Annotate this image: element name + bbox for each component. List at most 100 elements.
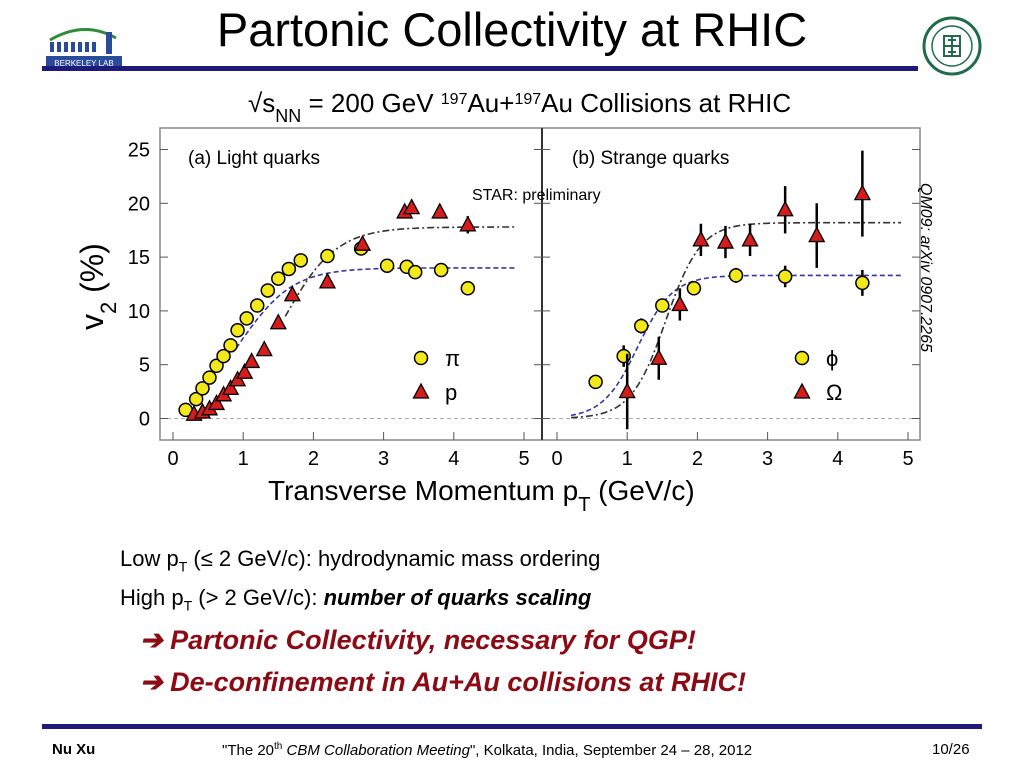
footer-conference: "The 20th CBM Collaboration Meeting", Ko… xyxy=(222,741,753,759)
data-point-π xyxy=(230,323,245,338)
data-point-π xyxy=(271,271,286,286)
summary-line-low-pt: Low pT (≤ 2 GeV/c): hydrodynamic mass or… xyxy=(120,546,601,575)
data-point-ϕ xyxy=(855,275,870,291)
plot-frame xyxy=(159,127,921,441)
panel-title: (a) Light quarks xyxy=(188,148,320,169)
star-preliminary-label: STAR: preliminary xyxy=(472,187,601,204)
summary-line-high-pt: High pT (> 2 GeV/c): number of quarks sc… xyxy=(120,585,592,614)
data-point-ϕ xyxy=(686,281,702,296)
footer-author: Nu Xu xyxy=(52,741,96,758)
y-axis-label: v2 (%) xyxy=(74,243,121,330)
fit-curve-ϕ xyxy=(570,274,901,417)
data-point-Ω xyxy=(808,226,826,243)
data-point-π xyxy=(223,338,238,353)
fit-curve-π xyxy=(235,267,517,349)
conclusion-deconfinement: ➔ De-confinement in Au+Au collisions at … xyxy=(140,667,746,697)
data-point-π xyxy=(433,262,449,278)
x-tick-label: 5 xyxy=(902,448,913,470)
x-tick-label: 3 xyxy=(378,448,389,470)
y-tick-label: 10 xyxy=(128,301,150,323)
fit-curve-p xyxy=(284,226,517,317)
data-point-π xyxy=(281,261,297,277)
data-point-p xyxy=(207,394,226,411)
legend-marker-π xyxy=(413,350,429,366)
legend-label-p: p xyxy=(445,380,457,405)
data-point-π xyxy=(460,281,476,296)
title-underline xyxy=(42,66,918,71)
legend-label-π: π xyxy=(445,346,460,371)
footer-rule xyxy=(42,724,982,729)
data-point-p xyxy=(431,202,449,219)
y-tick-label: 20 xyxy=(128,193,150,215)
data-point-π xyxy=(195,381,210,396)
data-point-Ω xyxy=(716,232,735,249)
data-point-p xyxy=(221,378,240,396)
x-tick-label: 3 xyxy=(762,448,773,470)
slide-title: Partonic Collectivity at RHIC xyxy=(216,3,808,56)
data-point-π xyxy=(293,253,309,268)
data-point-p xyxy=(403,198,421,215)
data-point-π xyxy=(188,391,204,407)
y-tick-label: 25 xyxy=(128,140,150,162)
x-tick-label: 4 xyxy=(832,448,843,470)
data-point-ϕ xyxy=(655,298,670,313)
data-point-Ω xyxy=(692,230,710,247)
data-point-Ω xyxy=(741,230,759,247)
data-point-π xyxy=(260,283,276,298)
data-point-ϕ xyxy=(728,268,744,283)
legend-marker-p xyxy=(412,382,430,399)
legend-label-ϕ: ϕ xyxy=(826,346,838,371)
data-point-p xyxy=(283,285,301,302)
data-point-p xyxy=(236,362,254,379)
x-tick-label: 1 xyxy=(622,448,633,470)
data-point-Ω xyxy=(650,348,668,365)
x-tick-label: 0 xyxy=(167,448,178,470)
x-tick-label: 5 xyxy=(518,448,529,470)
chart-title: √sNN = 200 GeV 197Au+197Au Collisions at… xyxy=(248,88,791,126)
data-point-Ω xyxy=(618,382,636,399)
data-point-π xyxy=(407,264,423,280)
x-tick-label: 0 xyxy=(551,448,562,470)
x-tick-label: 2 xyxy=(692,448,703,470)
x-tick-label: 1 xyxy=(238,448,249,470)
data-point-π xyxy=(249,298,265,313)
data-point-p xyxy=(459,215,477,232)
university-seal-logo xyxy=(922,16,982,76)
x-axis-label: Transverse Momentum pT (GeV/c) xyxy=(268,475,695,516)
y-tick-label: 15 xyxy=(128,247,150,269)
data-point-π xyxy=(379,258,395,273)
data-point-p xyxy=(269,313,287,330)
data-point-p xyxy=(243,352,261,369)
y-tick-label: 5 xyxy=(139,355,150,377)
arrow-right-icon: ➔ xyxy=(140,625,163,655)
x-tick-label: 2 xyxy=(308,448,319,470)
data-point-ϕ xyxy=(777,269,793,284)
data-point-ϕ xyxy=(588,374,603,390)
legend-marker-ϕ xyxy=(794,350,810,366)
legend-marker-Ω xyxy=(793,382,811,399)
x-tick-label: 4 xyxy=(448,448,459,470)
fit-curve-Ω xyxy=(570,221,901,419)
data-point-Ω xyxy=(776,200,794,217)
data-point-π xyxy=(320,248,335,264)
data-point-π xyxy=(239,311,254,326)
conclusion-partonic-collectivity: ➔ Partonic Collectivity, necessary for Q… xyxy=(140,625,696,655)
data-point-π xyxy=(209,358,224,374)
summary-lines: Low pT (≤ 2 GeV/c): hydrodynamic mass or… xyxy=(120,543,600,622)
data-point-π xyxy=(216,348,231,364)
panel-title: (b) Strange quarks xyxy=(572,148,729,169)
data-point-Ω xyxy=(853,184,871,201)
legend-label-Ω: Ω xyxy=(826,380,842,405)
berkeley-lab-logo-text: BERKELEY LAB xyxy=(54,59,113,68)
data-point-Ω xyxy=(671,295,689,312)
berkeley-lab-logo: BERKELEY LAB xyxy=(46,28,122,69)
data-point-p xyxy=(353,234,372,251)
data-point-ϕ xyxy=(633,318,649,334)
data-point-p xyxy=(255,340,273,357)
arrow-right-icon: ➔ xyxy=(140,667,163,697)
data-point-p xyxy=(318,272,337,289)
data-point-π xyxy=(202,370,217,385)
y-tick-label: 0 xyxy=(139,408,150,430)
footer-page-number: 10/26 xyxy=(932,741,970,758)
